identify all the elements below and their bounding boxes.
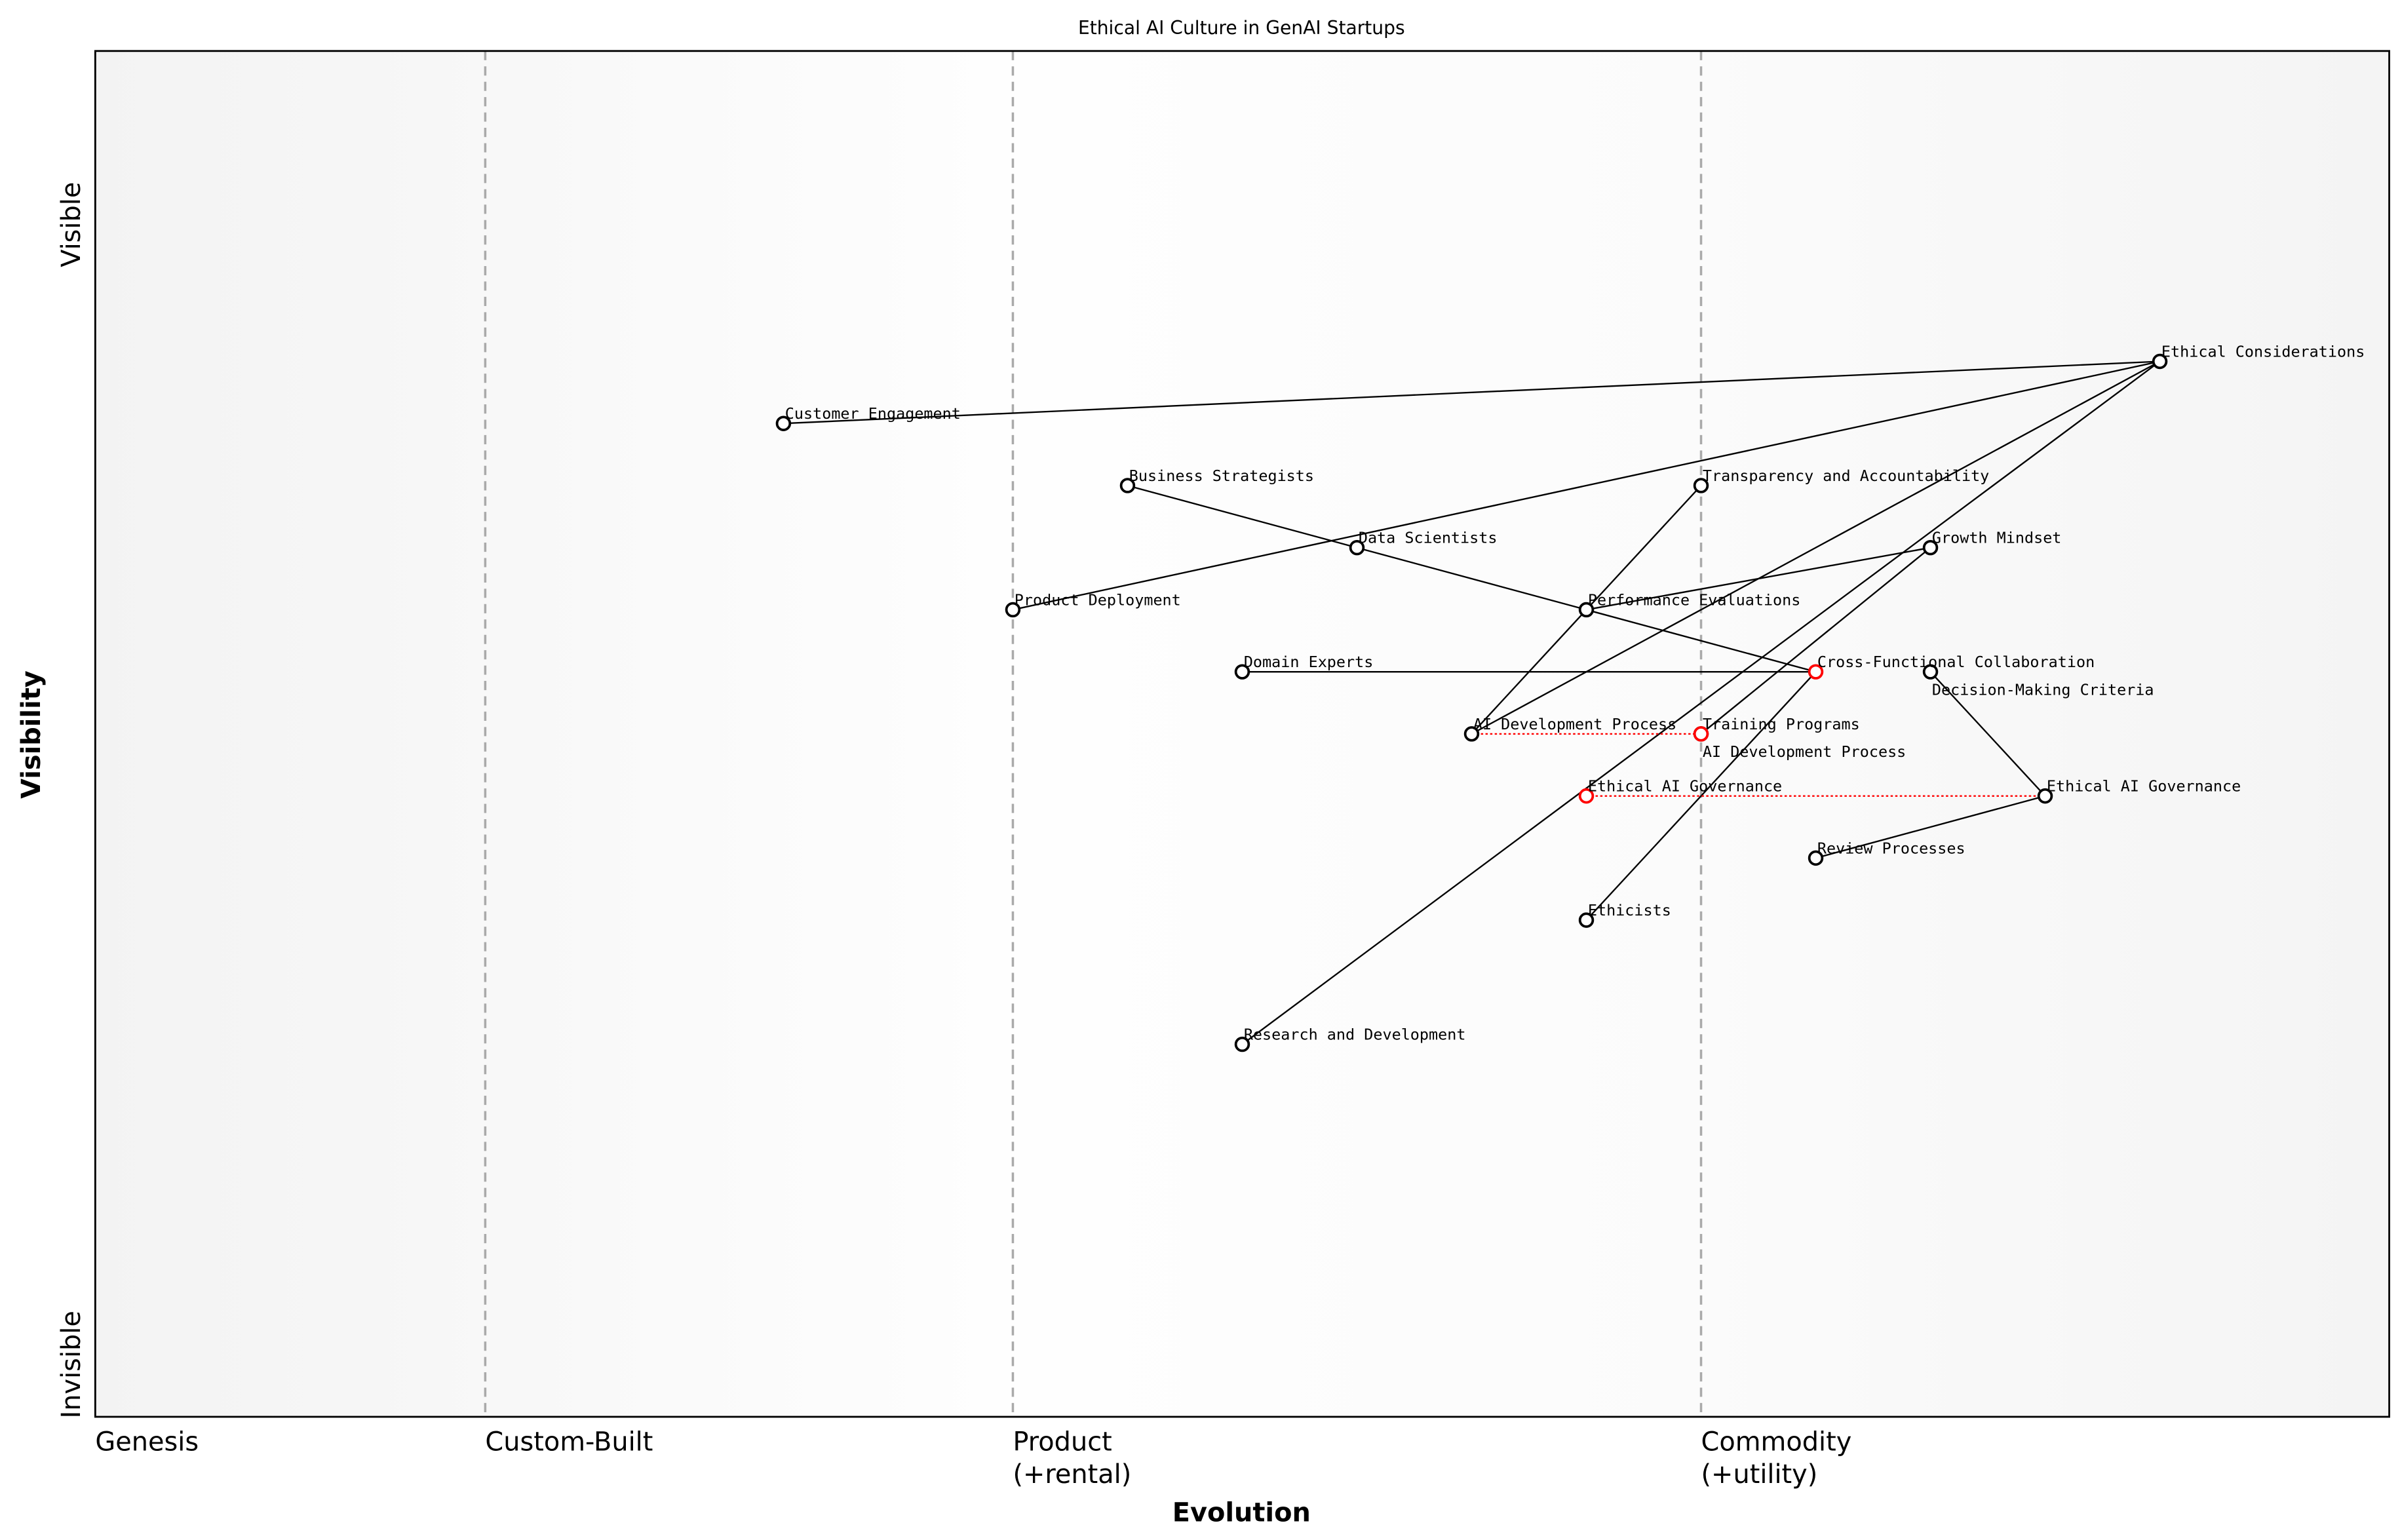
stage-label-line: Genesis [95,1427,199,1457]
component-node[interactable] [1693,726,1709,742]
dependency-link [783,360,2160,425]
component-node[interactable] [1578,602,1595,618]
component-node[interactable] [2037,788,2053,804]
component-label: Growth Mindset [1932,529,2062,547]
component-eag[interactable]: Ethical AI Governance [2037,777,2241,804]
component-rp[interactable]: Review Processes [1808,839,1965,866]
component-label: Ethical AI Governance [1588,777,1782,796]
plot-frame [94,50,2390,1418]
plot-area [95,50,2390,1417]
component-node[interactable] [1578,788,1595,804]
stage-label-line: Commodity [1701,1427,1852,1457]
y-tick-invisible: Invisible [56,1311,87,1418]
component-label: Research and Development [1244,1026,1466,1044]
dependency-link [1357,547,1587,611]
component-label: AI Development Process [1473,715,1676,733]
component-node[interactable] [1119,478,1136,493]
stage-label: Genesis [95,1427,199,1457]
component-node[interactable] [1578,912,1595,928]
component-label: AI Development Process [1703,742,1906,761]
stage-label-line: Custom-Built [485,1427,653,1457]
component-adp2[interactable]: AI Development Process [1693,726,1906,761]
component-node[interactable] [1005,602,1021,618]
component-node[interactable] [1234,664,1250,680]
component-eag2[interactable]: Ethical AI Governance [1578,777,1783,804]
component-node[interactable] [2152,353,2168,370]
component-label: Ethical Considerations [2161,342,2365,360]
component-ds[interactable]: Data Scientists [1349,529,1498,556]
dependency-link [1241,360,2161,1045]
dependency-link [1013,360,2160,611]
dependency-link [1586,547,1931,611]
component-label: Ethical AI Governance [2047,777,2241,796]
component-pd[interactable]: Product Deployment [1005,590,1181,618]
component-eth[interactable]: Ethicists [1578,901,1671,928]
component-gm[interactable]: Growth Mindset [1922,529,2062,556]
component-ce[interactable]: Customer Engagement [775,404,961,431]
component-node[interactable] [1234,1036,1250,1052]
component-rd[interactable]: Research and Development [1234,1026,1466,1052]
stage-label-line: (+utility) [1701,1459,1818,1490]
component-label: Ethicists [1588,901,1671,919]
dependency-link [1929,671,2046,797]
component-dmc[interactable]: Decision-Making Criteria [1922,664,2154,699]
component-cfc[interactable]: Cross-Functional Collaboration [1808,653,2095,680]
stage-label: Product (+rental) [1013,1427,1131,1490]
component-label: Domain Experts [1244,653,1374,671]
component-node[interactable] [1349,539,1365,556]
stage-label-line: Product [1013,1427,1112,1457]
dependency-link [1815,795,2045,859]
component-label: Transparency and Accountability [1703,467,1989,485]
component-ta[interactable]: Transparency and Accountability [1693,467,1990,493]
component-node[interactable] [1808,850,1824,866]
component-node[interactable] [1922,539,1939,556]
dependency-link [1700,547,1931,735]
dependency-link [1127,484,1357,549]
component-node[interactable] [1693,478,1709,493]
component-adp[interactable]: AI Development Process [1463,715,1677,742]
dependency-link [1586,609,1816,673]
component-label: Customer Engagement [785,404,961,423]
component-bs[interactable]: Business Strategists [1119,467,1314,493]
component-de[interactable]: Domain Experts [1234,653,1374,680]
stage-label-line: (+rental) [1013,1459,1131,1490]
component-node[interactable] [1463,726,1480,742]
y-tick-visible: Visible [56,182,87,267]
stage-label: Commodity (+utility) [1701,1427,1852,1490]
component-label: Performance Evaluations [1588,590,1801,609]
chart-title: Ethical AI Culture in GenAI Startups [1078,17,1405,39]
component-label: Cross-Functional Collaboration [1817,653,2095,671]
x-axis-label: Evolution [1172,1497,1311,1528]
y-axis-label: Visibility [16,670,47,799]
component-ec[interactable]: Ethical Considerations [2152,342,2365,370]
component-node[interactable] [1922,664,1939,680]
component-label: Review Processes [1817,839,1965,857]
component-label: Product Deployment [1015,590,1181,609]
component-node[interactable] [775,415,792,431]
component-label: Decision-Making Criteria [1932,680,2154,699]
component-node[interactable] [1808,664,1824,680]
component-label: Business Strategists [1129,467,1314,485]
dependency-link [1585,671,1817,921]
stage-label: Custom-Built [485,1427,653,1457]
component-pe[interactable]: Performance Evaluations [1578,590,1801,618]
component-label: Data Scientists [1359,529,1498,547]
component-label: Training Programs [1703,715,1860,733]
